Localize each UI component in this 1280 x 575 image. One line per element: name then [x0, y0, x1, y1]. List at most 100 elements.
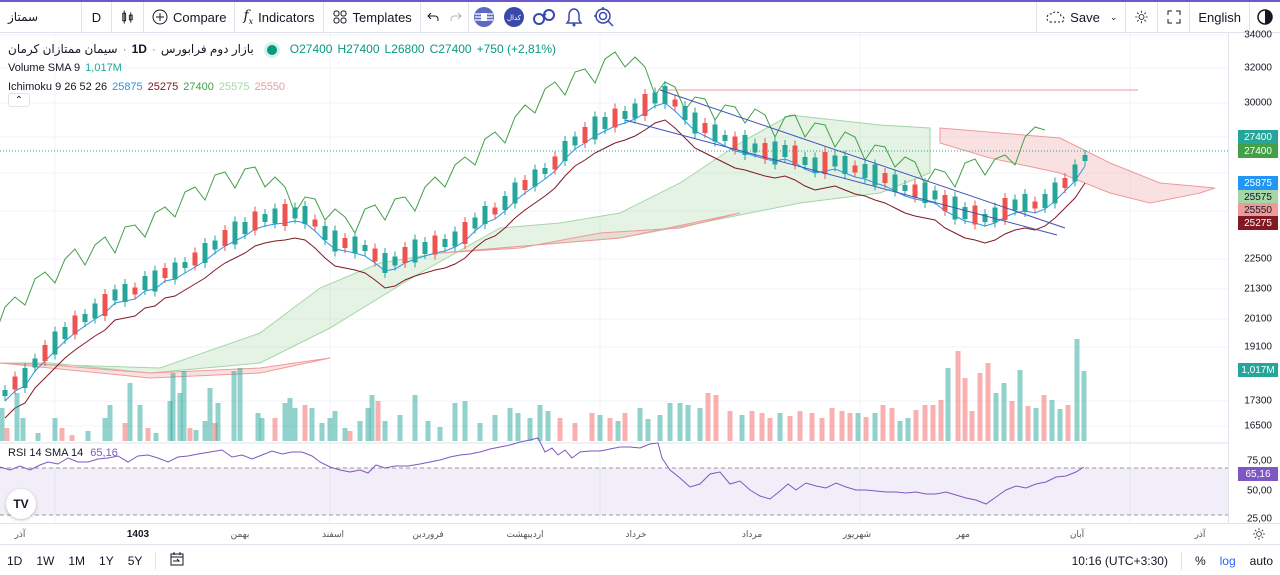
candle-body [1022, 194, 1028, 212]
binoculars-button[interactable] [529, 2, 559, 33]
candle-body [332, 230, 338, 252]
volume-bar [622, 413, 628, 441]
range-5y-button[interactable]: 5Y [127, 553, 143, 568]
axis-settings-button[interactable] [1252, 527, 1266, 543]
chart-pane[interactable]: سیمان ممتازان کرمان · 1D · بازار دوم فرا… [0, 33, 1280, 523]
tradingview-logo[interactable]: TV [6, 489, 36, 519]
codal-logo-button[interactable] [469, 2, 499, 33]
language-button[interactable]: English [1190, 1, 1250, 33]
volume-bar [327, 418, 333, 441]
auto-scale-button[interactable]: auto [1249, 553, 1273, 568]
legend-close: C27400 [429, 42, 472, 56]
ichimoku-legend-row[interactable]: Ichimoku 9 26 52 26 25875 25275 27400 25… [8, 78, 556, 97]
price-tick-label: 30000 [1244, 97, 1272, 109]
interval-button[interactable]: D [82, 1, 112, 33]
templates-label: Templates [352, 9, 412, 25]
candle-body [202, 243, 208, 263]
kodal-button[interactable]: کدال [499, 2, 529, 33]
volume-bar [477, 423, 483, 441]
chart-type-button[interactable] [112, 1, 144, 33]
volume-bar [829, 408, 835, 441]
undo-icon [427, 12, 439, 21]
volume-bar [1074, 339, 1080, 441]
price-tag: 1,017M [1238, 363, 1278, 377]
volume-bar [255, 413, 261, 441]
time-tick-label: مهر [956, 529, 970, 539]
settings-button[interactable] [1126, 1, 1159, 33]
volume-legend-row[interactable]: Volume SMA 9 1,017M [8, 59, 556, 78]
price-axis[interactable]: 34000 32000 30000 22500 21300 20100 19100 17300… [1228, 29, 1280, 525]
volume-bar [462, 401, 468, 441]
candle-body [982, 214, 988, 222]
volume-bar [145, 428, 151, 441]
fullscreen-button[interactable] [1158, 1, 1191, 33]
time-tick-label: اردیبهشت [506, 529, 544, 539]
volume-bar [375, 401, 381, 441]
candle-body [842, 156, 848, 174]
candle-body [532, 169, 538, 187]
interval-label: D [91, 9, 102, 25]
percent-scale-button[interactable]: % [1194, 553, 1206, 568]
volume-bar [1017, 370, 1023, 441]
rsi-legend[interactable]: RSI 14 SMA 14 65,16 [8, 447, 118, 459]
candle-body [522, 180, 528, 190]
bell-icon [565, 8, 583, 27]
volume-bar [0, 408, 5, 441]
goto-date-button[interactable] [162, 551, 192, 570]
candle-body [482, 206, 488, 224]
candle-body [942, 195, 948, 211]
volume-bar [905, 418, 911, 441]
volume-bar [597, 415, 603, 441]
chart-canvas[interactable] [0, 33, 1228, 523]
templates-button[interactable]: Templates [324, 1, 421, 33]
candle-body [642, 94, 648, 116]
candle-body [352, 236, 358, 254]
volume-bar [382, 421, 388, 441]
volume-bar [170, 373, 176, 441]
compare-button[interactable]: Compare [144, 1, 236, 33]
indicators-button[interactable]: fx Indicators [235, 1, 324, 33]
chevron-down-icon[interactable]: ⌄ [1109, 11, 1118, 22]
timezone-button[interactable]: 10:16 (UTC+3:30) [1071, 553, 1168, 568]
candle-body [1032, 201, 1038, 209]
time-tick-label: آبان [1069, 529, 1085, 539]
time-tick-label: 1403 [126, 529, 150, 540]
volume-bar [880, 405, 886, 441]
save-button[interactable]: Save ⌄ [1036, 1, 1127, 33]
time-tick-label: شهریور [842, 529, 872, 539]
candles-icon [122, 10, 133, 24]
candle-body [402, 247, 408, 263]
volume-bar [207, 388, 213, 441]
candle-body [962, 207, 968, 219]
range-1d-button[interactable]: 1D [7, 553, 23, 568]
kumo-bearish [0, 357, 331, 379]
volume-bar [913, 410, 919, 441]
volume-bar [657, 415, 663, 441]
log-scale-button[interactable]: log [1219, 553, 1236, 568]
candle-body [152, 270, 158, 292]
redo-button[interactable] [445, 1, 469, 33]
time-axis[interactable]: آذر 1403 بهمن اسفند فروردین اردیبهشت خرداد مردا… [0, 523, 1280, 545]
candle-body [432, 235, 438, 255]
volume-bar [855, 413, 861, 441]
range-1m-button[interactable]: 1M [68, 553, 86, 568]
price-tag: 27400 [1238, 144, 1278, 158]
screener-button[interactable] [589, 2, 619, 33]
range-1y-button[interactable]: 1Y [99, 553, 114, 568]
candle-body [2, 390, 8, 396]
price-tick-label: 34000 [1244, 29, 1272, 41]
range-1w-button[interactable]: 1W [36, 553, 55, 568]
candle-body [112, 289, 118, 301]
volume-bar [1001, 383, 1007, 441]
candle-body [992, 207, 998, 223]
volume-bar [545, 411, 551, 441]
candle-body [32, 358, 38, 368]
bottom-toolbar: 1D 1W 1M 1Y 5Y 10:16 (UTC+3:30) % log au… [0, 546, 1280, 575]
theme-toggle-button[interactable] [1250, 2, 1280, 33]
symbol-search-button[interactable]: سمتاز [0, 1, 82, 33]
collapse-legend-button[interactable]: ⌃ [8, 93, 30, 107]
alert-button[interactable] [559, 2, 589, 33]
undo-button[interactable] [421, 2, 445, 33]
volume-bar [515, 413, 521, 441]
price-tick-label: 21300 [1244, 283, 1272, 295]
